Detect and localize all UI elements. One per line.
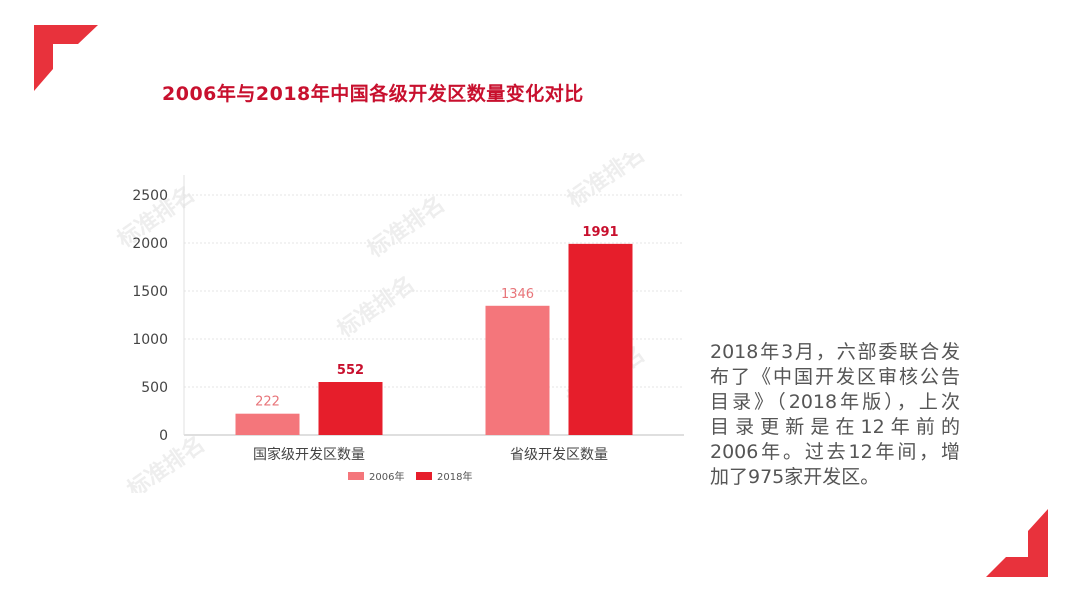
data-label: 222 (255, 395, 280, 410)
bar-chart: 标准排名标准排名标准排名标准排名标准排名标准排名 050010001500200… (113, 153, 684, 493)
legend-swatch (416, 472, 432, 480)
watermark-text: 标准排名 (563, 153, 650, 213)
bar (568, 243, 633, 435)
y-tick-label: 500 (141, 380, 168, 396)
side-text-line: 布了《中国开发区审核公告 (710, 366, 960, 388)
chart-panel: 标准排名标准排名标准排名标准排名标准排名标准排名 050010001500200… (104, 153, 704, 493)
corner-decoration-top-left (34, 25, 98, 91)
legend-label: 2018年 (437, 470, 472, 483)
legend-label: 2006年 (369, 470, 404, 483)
bar (235, 413, 300, 435)
bar (485, 305, 550, 435)
bars: 222 552 1346 1991 (235, 225, 633, 435)
side-text-line: 目录更新是在12年前的 (710, 416, 960, 438)
bar (318, 382, 383, 435)
side-text-line: 2006年。过去12年间，增 (710, 441, 960, 463)
y-tick-label: 0 (159, 428, 168, 444)
x-tick-label: 国家级开发区数量 (253, 446, 365, 463)
side-text-block: 2018年3月，六部委联合发 布了《中国开发区审核公告 目录》（2018年版），… (710, 340, 960, 490)
x-axis-labels: 国家级开发区数量 省级开发区数量 (253, 446, 608, 463)
legend: 2006年 2018年 (348, 470, 472, 483)
watermark-text: 标准排名 (333, 271, 420, 343)
y-tick-label: 2000 (132, 236, 168, 252)
y-tick-label: 1500 (132, 284, 168, 300)
data-label: 1991 (582, 225, 618, 240)
y-axis-ticks: 0 500 1000 1500 2000 2500 (132, 188, 168, 444)
side-text-line: 目录》（2018年版），上次 (710, 391, 960, 413)
x-tick-label: 省级开发区数量 (510, 447, 608, 463)
data-label: 1346 (501, 287, 534, 302)
corner-decoration-bottom-right (986, 509, 1048, 577)
y-tick-label: 1000 (132, 332, 168, 348)
y-tick-label: 2500 (132, 188, 168, 204)
side-text-line: 2018年3月，六部委联合发 (710, 341, 960, 363)
data-label: 552 (337, 363, 364, 378)
side-text-line: 加了975家开发区。 (710, 466, 880, 488)
page-title: 2006年与2018年中国各级开发区数量变化对比 (162, 83, 584, 105)
legend-swatch (348, 472, 364, 480)
watermark-text: 标准排名 (363, 191, 450, 263)
